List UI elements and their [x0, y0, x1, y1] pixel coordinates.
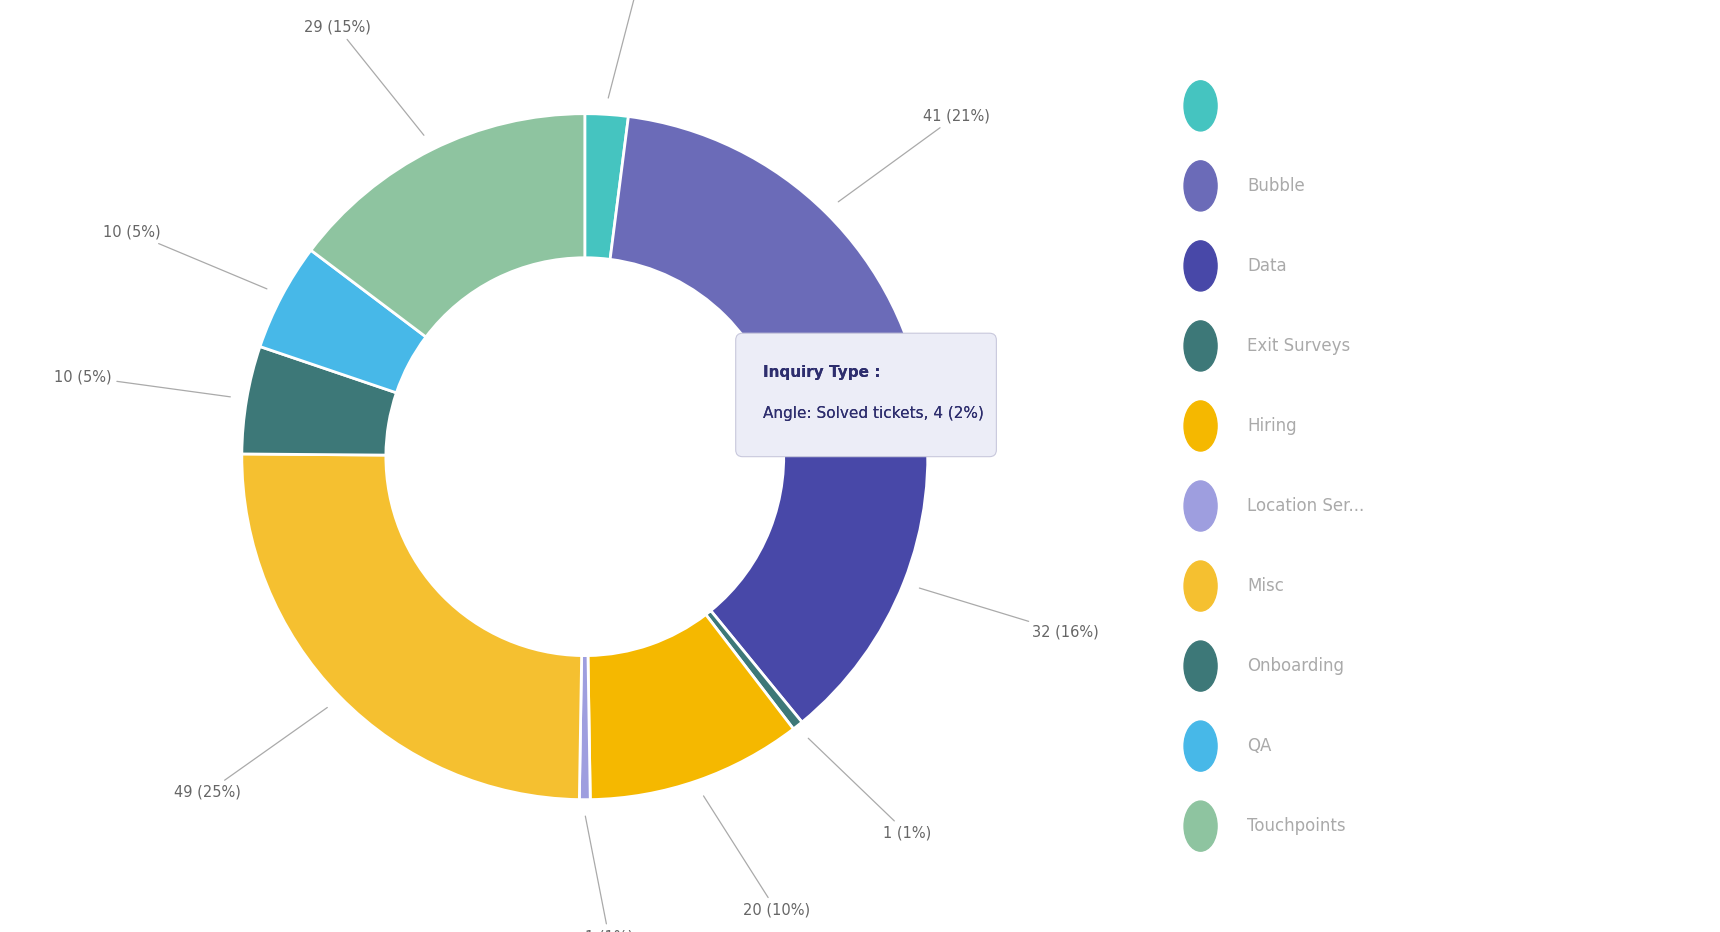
Circle shape — [1183, 481, 1218, 531]
Wedge shape — [243, 347, 396, 455]
Text: Inquiry Type :
Angle: Solved tickets, 4 (2%): Inquiry Type : Angle: Solved tickets, 4 … — [750, 376, 970, 415]
Text: 49 (25%): 49 (25%) — [174, 707, 327, 800]
Circle shape — [1183, 161, 1218, 211]
Wedge shape — [585, 114, 628, 259]
Text: 29 (15%): 29 (15%) — [304, 20, 423, 135]
Text: 20 (10%): 20 (10%) — [703, 796, 810, 918]
Wedge shape — [243, 454, 581, 800]
Text: Onboarding: Onboarding — [1247, 657, 1343, 675]
Circle shape — [1183, 81, 1218, 130]
Circle shape — [1183, 240, 1218, 291]
Text: 41 (21%): 41 (21%) — [838, 108, 989, 202]
Circle shape — [1183, 721, 1218, 771]
Text: Inquiry Type :
Angle: Solved tickets, 4 (2%): Inquiry Type : Angle: Solved tickets, 4 … — [750, 376, 970, 415]
Wedge shape — [588, 614, 793, 800]
Circle shape — [1183, 321, 1218, 371]
Text: Data: Data — [1247, 257, 1287, 275]
Text: Hiring: Hiring — [1247, 417, 1297, 435]
Text: Inquiry Type :: Inquiry Type : — [764, 365, 881, 380]
Circle shape — [1183, 401, 1218, 451]
Wedge shape — [311, 114, 585, 337]
Text: 1 (1%): 1 (1%) — [585, 816, 633, 932]
Text: Exit Surveys: Exit Surveys — [1247, 337, 1350, 355]
Text: QA: QA — [1247, 737, 1271, 755]
Circle shape — [1183, 802, 1218, 851]
Text: Inquiry Type :: Inquiry Type : — [764, 365, 881, 380]
Text: Misc: Misc — [1247, 577, 1283, 595]
Text: Location Ser...: Location Ser... — [1247, 497, 1364, 515]
Circle shape — [1183, 561, 1218, 611]
Text: Angle: Solved tickets, 4 (2%): Angle: Solved tickets, 4 (2%) — [764, 406, 984, 421]
Text: 32 (16%): 32 (16%) — [920, 588, 1099, 640]
Text: 10 (5%): 10 (5%) — [103, 225, 267, 289]
FancyBboxPatch shape — [736, 334, 996, 457]
Wedge shape — [611, 116, 925, 430]
Text: Angle: Solved tickets, 4 (2%): Angle: Solved tickets, 4 (2%) — [764, 406, 984, 421]
Wedge shape — [710, 410, 927, 722]
Text: Touchpoints: Touchpoints — [1247, 817, 1345, 835]
Text: 1 (1%): 1 (1%) — [808, 738, 931, 841]
Text: 10 (5%): 10 (5%) — [53, 369, 230, 397]
Wedge shape — [260, 251, 427, 392]
Wedge shape — [580, 655, 590, 800]
Text: 4 (2%): 4 (2%) — [609, 0, 664, 98]
Text: Bubble: Bubble — [1247, 177, 1305, 195]
Circle shape — [1183, 641, 1218, 692]
Wedge shape — [705, 610, 802, 729]
